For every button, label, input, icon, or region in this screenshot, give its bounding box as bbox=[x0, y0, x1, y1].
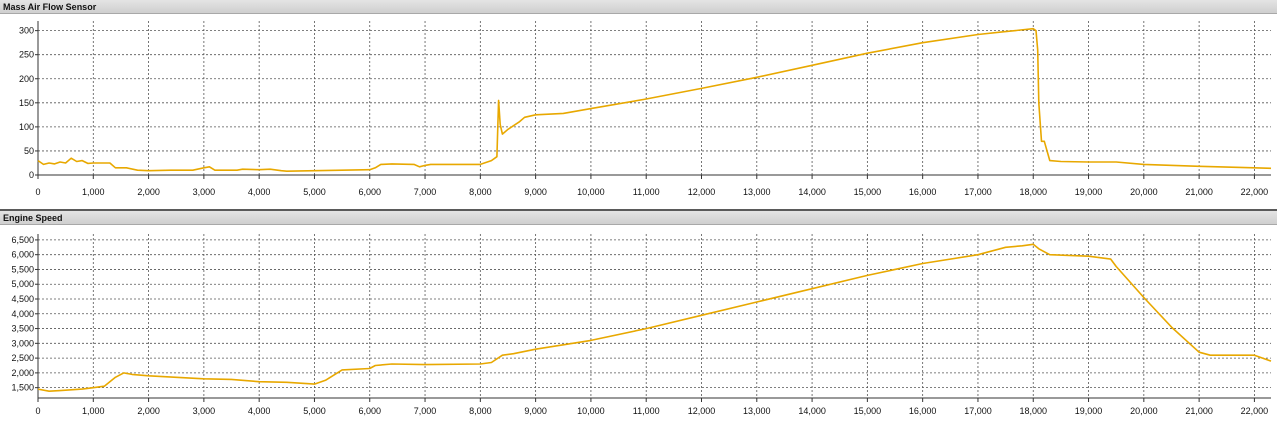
engine-speed-chart: 0 1,000 2,000 3,000 4,000 5,000 6,000 7,000 8,00… bbox=[11, 234, 1272, 416]
x-tick-label: 8,000 bbox=[469, 187, 492, 197]
y-tick-label: 4,500 bbox=[11, 294, 34, 304]
y-tick-label: 50 bbox=[24, 146, 34, 156]
x-tick-label: 19,000 bbox=[1075, 406, 1103, 416]
y-tick-label: 250 bbox=[19, 50, 34, 60]
x-tick-label: 8,000 bbox=[469, 406, 492, 416]
x-tick-label: 14,000 bbox=[798, 406, 826, 416]
x-tick-label: 20,000 bbox=[1130, 406, 1158, 416]
x-tick-label: 2,000 bbox=[137, 406, 160, 416]
y-tick-label: 300 bbox=[19, 26, 34, 36]
x-tick-label: 9,000 bbox=[524, 406, 547, 416]
series-line bbox=[37, 27, 1272, 172]
x-tick-label: 3,000 bbox=[193, 187, 216, 197]
x-tick-label: 19,000 bbox=[1075, 187, 1103, 197]
x-tick-label: 2,000 bbox=[137, 187, 160, 197]
x-tick-label: 3,000 bbox=[193, 406, 216, 416]
x-tick-label: 0 bbox=[35, 187, 40, 197]
x-tick-label: 22,000 bbox=[1241, 406, 1269, 416]
y-tick-label: 200 bbox=[19, 74, 34, 84]
y-tick-label: 3,500 bbox=[11, 324, 34, 334]
x-tick-label: 7,000 bbox=[414, 406, 437, 416]
x-tick-label: 12,000 bbox=[688, 406, 716, 416]
x-tick-label: 5,000 bbox=[303, 406, 326, 416]
x-tick-label: 1,000 bbox=[82, 187, 105, 197]
y-tick-label: 2,500 bbox=[11, 353, 34, 363]
x-tick-label: 16,000 bbox=[909, 187, 937, 197]
x-tick-label: 4,000 bbox=[248, 406, 271, 416]
x-tick-label: 22,000 bbox=[1241, 187, 1269, 197]
x-tick-label: 10,000 bbox=[577, 406, 605, 416]
x-tick-label: 13,000 bbox=[743, 406, 771, 416]
x-tick-label: 18,000 bbox=[1019, 187, 1047, 197]
mass-air-flow-chart: 0 1,000 2,000 3,000 4,000 5,000 6,000 7,000 8,00… bbox=[19, 21, 1272, 197]
engine-speed-title: Engine Speed bbox=[0, 211, 1277, 225]
series-line bbox=[37, 243, 1272, 392]
y-tick-label: 6,500 bbox=[11, 235, 34, 245]
y-tick-label: 1,500 bbox=[11, 383, 34, 393]
y-tick-label: 0 bbox=[29, 170, 34, 180]
x-tick-label: 4,000 bbox=[248, 187, 271, 197]
x-tick-label: 6,000 bbox=[358, 406, 381, 416]
x-tick-label: 9,000 bbox=[524, 187, 547, 197]
mass-air-flow-title: Mass Air Flow Sensor bbox=[0, 0, 1277, 14]
x-tick-label: 20,000 bbox=[1130, 187, 1158, 197]
x-tick-label: 17,000 bbox=[964, 406, 992, 416]
y-tick-label: 2,000 bbox=[11, 368, 34, 378]
x-tick-label: 13,000 bbox=[743, 187, 771, 197]
x-tick-label: 11,000 bbox=[633, 406, 660, 416]
y-tick-label: 6,000 bbox=[11, 250, 34, 260]
engine-speed-panel: Engine Speed 0 1,000 2,000 3,000 4,000 5,000 6… bbox=[0, 209, 1277, 423]
x-tick-label: 15,000 bbox=[854, 187, 882, 197]
mass-air-flow-panel: Mass Air Flow Sensor 0 1,000 2,000 3,000 4,0… bbox=[0, 0, 1277, 208]
y-tick-label: 5,500 bbox=[11, 264, 34, 274]
x-tick-label: 14,000 bbox=[798, 187, 826, 197]
y-tick-label: 100 bbox=[19, 122, 34, 132]
x-tick-label: 0 bbox=[35, 406, 40, 416]
x-tick-label: 6,000 bbox=[358, 187, 381, 197]
x-tick-label: 11,000 bbox=[633, 187, 660, 197]
x-tick-label: 7,000 bbox=[414, 187, 437, 197]
x-tick-label: 21,000 bbox=[1185, 406, 1213, 416]
y-tick-label: 5,000 bbox=[11, 279, 34, 289]
y-tick-label: 4,000 bbox=[11, 309, 34, 319]
x-tick-label: 12,000 bbox=[688, 187, 716, 197]
x-tick-label: 10,000 bbox=[577, 187, 605, 197]
x-tick-label: 5,000 bbox=[303, 187, 326, 197]
y-tick-label: 150 bbox=[19, 98, 34, 108]
x-tick-label: 18,000 bbox=[1019, 406, 1047, 416]
x-tick-label: 21,000 bbox=[1185, 187, 1213, 197]
x-tick-label: 15,000 bbox=[854, 406, 882, 416]
x-tick-label: 1,000 bbox=[82, 406, 105, 416]
x-tick-label: 16,000 bbox=[909, 406, 937, 416]
x-tick-label: 17,000 bbox=[964, 187, 992, 197]
y-tick-label: 3,000 bbox=[11, 338, 34, 348]
